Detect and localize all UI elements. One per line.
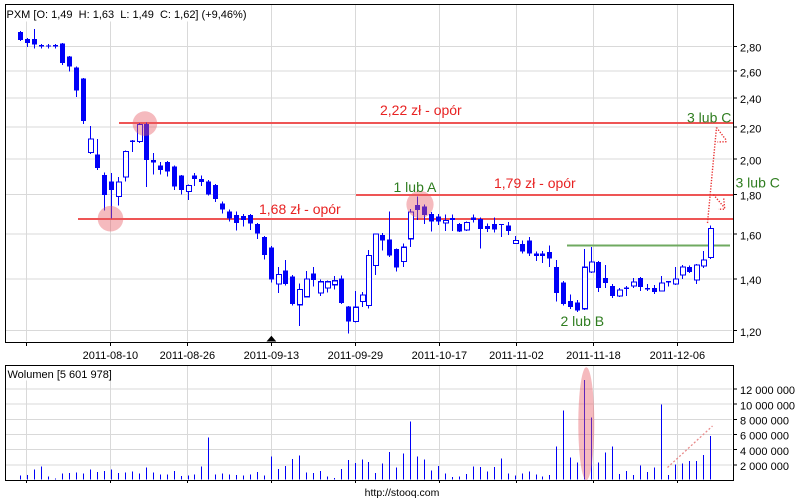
svg-text:12 000 000: 12 000 000 (740, 385, 795, 397)
svg-text:2,80: 2,80 (740, 43, 761, 55)
svg-text:2 lub B: 2 lub B (561, 313, 605, 329)
svg-text:http://stooq.com: http://stooq.com (365, 487, 440, 499)
svg-text:2011-09-13: 2011-09-13 (244, 350, 299, 362)
svg-text:2,60: 2,60 (740, 67, 761, 79)
svg-text:10 000 000: 10 000 000 (740, 400, 795, 412)
svg-text:2,22 zł - opór: 2,22 zł - opór (380, 102, 462, 118)
svg-text:8 000 000: 8 000 000 (740, 416, 789, 428)
svg-text:1,68 zł - opór: 1,68 zł - opór (259, 201, 341, 217)
svg-text:2011-11-18: 2011-11-18 (566, 350, 621, 362)
svg-text:1,40: 1,40 (740, 275, 761, 287)
svg-text:2,20: 2,20 (740, 123, 761, 135)
svg-text:2011-11-02: 2011-11-02 (489, 350, 544, 362)
svg-text:Wolumen [5 601 978]: Wolumen [5 601 978] (8, 369, 112, 381)
svg-text:2 000 000: 2 000 000 (740, 461, 789, 473)
svg-text:1,20: 1,20 (740, 327, 761, 339)
svg-text:3 lub C: 3 lub C (687, 110, 731, 126)
svg-text:2011-09-29: 2011-09-29 (328, 350, 383, 362)
svg-text:2011-12-06: 2011-12-06 (650, 350, 705, 362)
svg-text:2,40: 2,40 (740, 94, 761, 106)
svg-text:6 000 000: 6 000 000 (740, 431, 789, 443)
svg-text:2011-08-26: 2011-08-26 (160, 350, 215, 362)
svg-text:4 000 000: 4 000 000 (740, 446, 789, 458)
svg-text:PXM [O: 1,49 H: 1,63 L: 1,49: PXM [O: 1,49 H: 1,63 L: 1,49 C: 1,62] (+… (7, 9, 247, 21)
svg-text:1,79 zł - opór: 1,79 zł - opór (494, 175, 576, 191)
svg-text:2,00: 2,00 (740, 155, 761, 167)
svg-text:3 lub C: 3 lub C (736, 175, 780, 191)
svg-text:1,60: 1,60 (740, 230, 761, 242)
svg-text:2011-10-17: 2011-10-17 (412, 350, 467, 362)
svg-text:1 lub A: 1 lub A (394, 179, 437, 195)
svg-text:2011-08-10: 2011-08-10 (83, 350, 138, 362)
svg-text:1,80: 1,80 (740, 191, 761, 203)
